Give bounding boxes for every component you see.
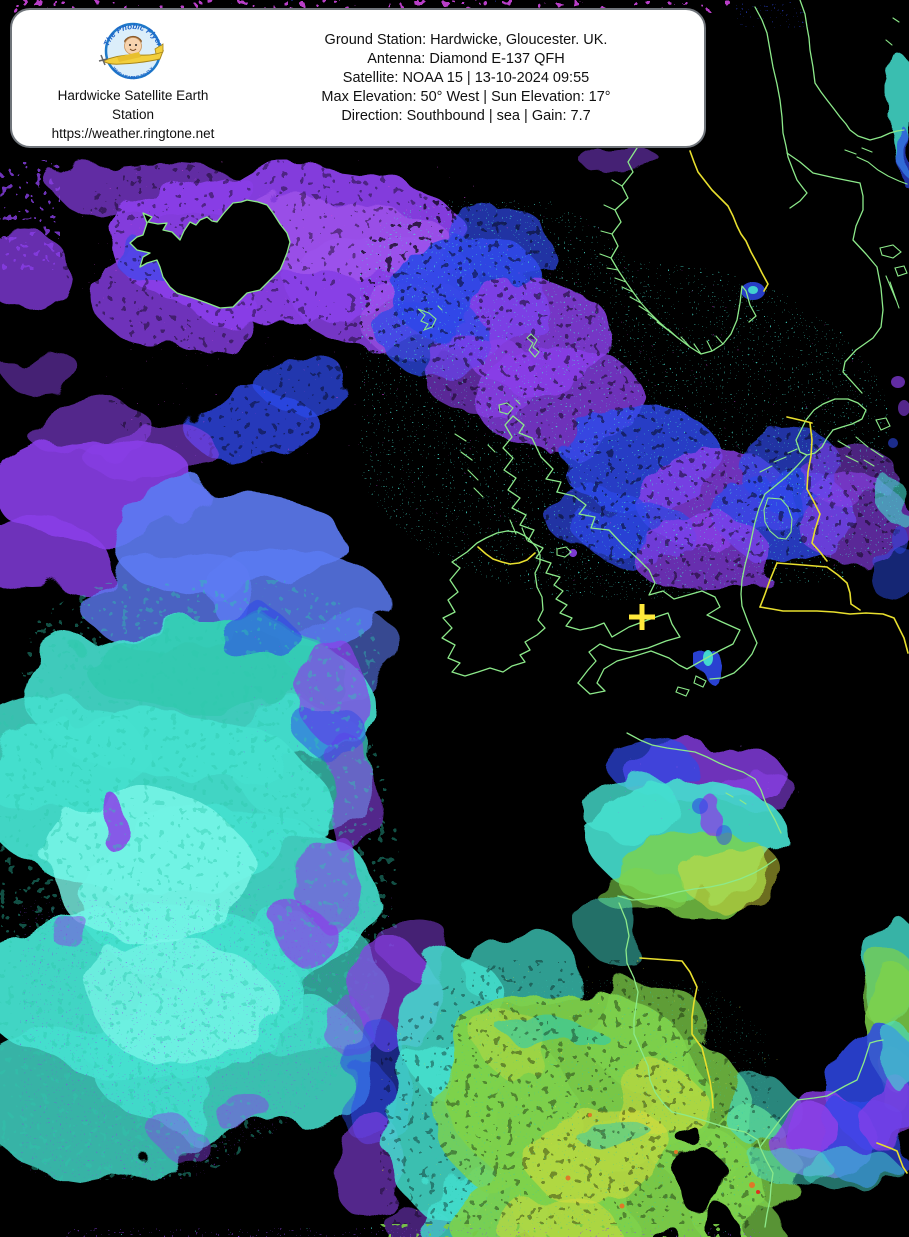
logo-face xyxy=(124,37,142,55)
border-spain-east xyxy=(876,1142,908,1174)
coast-britain-west xyxy=(502,415,681,684)
cloud-warm-spots xyxy=(565,1113,760,1209)
logo-plane-tail xyxy=(154,43,164,55)
coast-isle-of-man xyxy=(556,546,572,558)
pass-info-antenna: Antenna: Diamond E-137 QFH xyxy=(367,50,565,67)
coastline-layer xyxy=(129,0,908,1228)
station-name-line1: Hardwicke Satellite Earth xyxy=(57,88,209,103)
coast-norway xyxy=(610,147,757,355)
border-norway-sweden xyxy=(689,150,769,292)
coast-finland xyxy=(799,0,905,141)
coast-iceland xyxy=(129,199,291,309)
iceland-landmass xyxy=(130,200,290,308)
coast-france-north xyxy=(626,732,782,834)
coast-norway-fjords xyxy=(599,179,724,355)
border-denmark-germany xyxy=(786,416,813,424)
border-northern-ireland xyxy=(477,546,536,565)
border-france-spain xyxy=(639,957,714,1109)
coast-shetland xyxy=(526,333,540,358)
logo-plane-wing xyxy=(117,52,141,62)
coast-spain-north xyxy=(671,1111,774,1228)
cloud-layer-right-edge xyxy=(741,54,909,554)
border-france-belgium xyxy=(759,606,909,654)
pass-info-direction: Direction: Southbound | sea | Gain: 7.7 xyxy=(341,107,591,124)
coast-ijsselmeer xyxy=(763,497,793,540)
station-identity: The Phobic Flyer WHO LEARNT TO FLY Hardw… xyxy=(12,10,254,146)
border-belgium-germany xyxy=(776,562,861,611)
station-name: Hardwicke Satellite Earth Station xyxy=(58,86,209,124)
coast-frisian-islands xyxy=(759,448,798,473)
coast-hebrides xyxy=(454,433,528,541)
cloud-layer-uk-small xyxy=(569,549,732,845)
coast-swedish-lakes xyxy=(879,244,908,309)
coast-brittany-south xyxy=(617,858,777,901)
pass-info-ground-station: Ground Station: Hardwicke, Gloucester. U… xyxy=(324,31,608,48)
station-name-line2: Station xyxy=(111,107,154,122)
coast-sweden-baltic xyxy=(786,152,884,394)
coast-faroe xyxy=(417,305,443,332)
cloud-layer-southeast xyxy=(750,915,909,1190)
coast-danish-islands xyxy=(837,417,891,467)
coast-bothnia-west xyxy=(754,6,808,209)
coast-mediterranean xyxy=(759,1039,884,1148)
border-belgium-coastward xyxy=(759,562,778,608)
coast-netherlands xyxy=(709,454,808,680)
coast-ireland xyxy=(441,530,546,677)
border-layer xyxy=(477,150,909,1174)
pass-info-satellite: Satellite: NOAA 15 | 13-10-2024 09:55 xyxy=(342,69,590,86)
station-url: https://weather.ringtone.net xyxy=(51,126,215,141)
phobic-flyer-logo: The Phobic Flyer WHO LEARNT TO FLY xyxy=(98,22,165,80)
coast-orkney xyxy=(498,399,521,415)
coast-gulf-finland xyxy=(844,17,908,185)
coast-britain-east xyxy=(512,415,741,695)
pass-info: Ground Station: Hardwicke, Gloucester. U… xyxy=(254,10,704,146)
coast-denmark xyxy=(795,398,867,456)
station-info-panel: The Phobic Flyer WHO LEARNT TO FLY Hardw… xyxy=(10,8,706,148)
coast-france-west xyxy=(618,902,673,1113)
ground-station-marker xyxy=(629,604,655,630)
cloud-texture-atlantic xyxy=(0,580,400,1180)
border-germany-netherlands xyxy=(806,422,828,562)
pass-info-elevation: Max Elevation: 50° West | Sun Elevation:… xyxy=(321,88,611,105)
logo-propeller xyxy=(98,54,108,66)
bottom-noise-strip xyxy=(0,1224,780,1237)
coast-channel-islands xyxy=(675,675,747,805)
cloud-texture-north-sea xyxy=(360,200,900,600)
